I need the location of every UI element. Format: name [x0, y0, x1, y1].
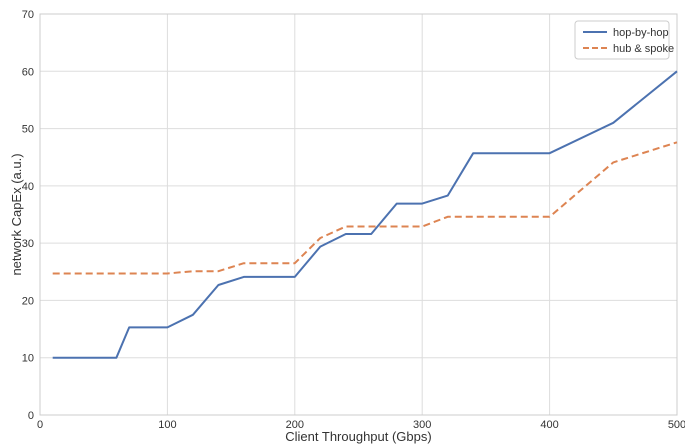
- x-tick-label: 200: [286, 419, 304, 431]
- x-axis-label: Client Throughput (Gbps): [285, 429, 431, 444]
- y-tick-label: 20: [22, 295, 34, 307]
- legend: hop-by-hop hub & spoke: [574, 20, 674, 60]
- y-tick-label: 30: [22, 238, 34, 250]
- legend-label: hop-by-hop: [613, 27, 669, 39]
- y-tick-label: 40: [22, 181, 34, 193]
- x-axis-ticks: 0 100 200 300 400 500: [37, 419, 685, 431]
- x-tick-label: 300: [413, 419, 431, 431]
- y-tick-label: 60: [22, 66, 34, 78]
- x-tick-label: 100: [158, 419, 176, 431]
- y-tick-label: 0: [28, 410, 34, 422]
- x-tick-label: 500: [668, 419, 685, 431]
- y-axis-label: network CapEx (a.u.): [9, 153, 24, 275]
- legend-items: hop-by-hop hub & spoke: [583, 27, 674, 55]
- plot-frame: [39, 13, 678, 416]
- x-tick-label: 0: [37, 419, 43, 431]
- series: [52, 70, 678, 359]
- legend-box: [574, 20, 670, 60]
- series-line-hub-spoke: [52, 141, 678, 275]
- legend-label: hub & spoke: [613, 43, 674, 55]
- y-tick-label: 50: [22, 124, 34, 136]
- x-tick-label: 400: [540, 419, 558, 431]
- series-line-hop-by-hop: [52, 70, 678, 359]
- y-axis-ticks: 0 10 20 30 40 50 60 70: [22, 9, 34, 422]
- y-tick-label: 70: [22, 9, 34, 21]
- y-tick-label: 10: [22, 353, 34, 365]
